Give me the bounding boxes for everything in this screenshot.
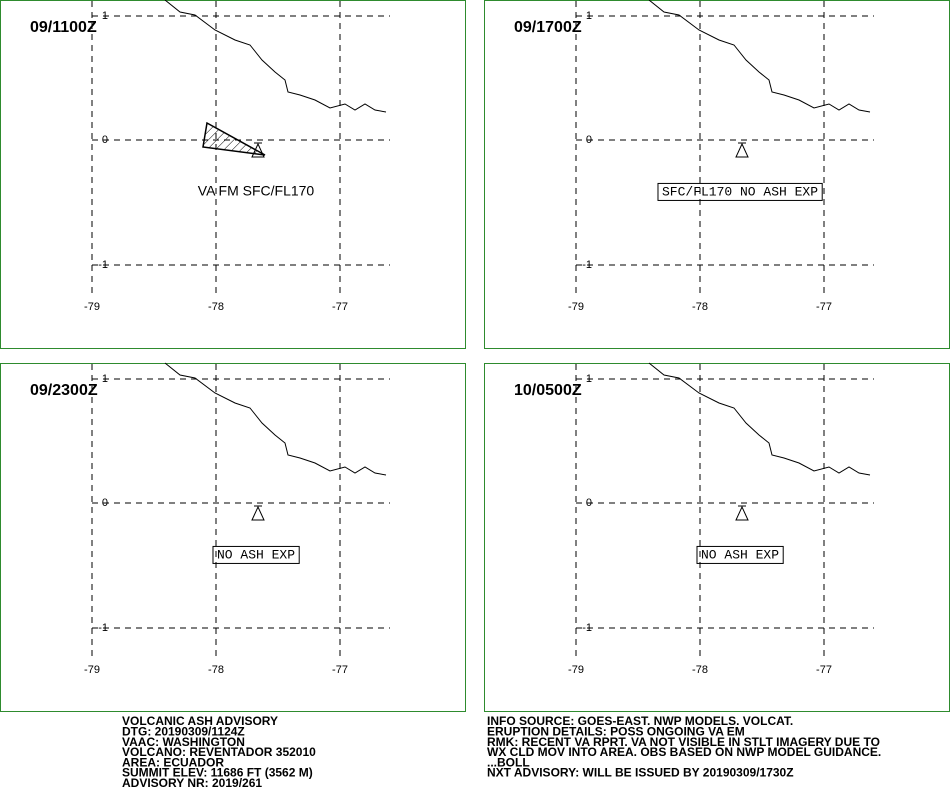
lat-label: 1: [586, 10, 592, 22]
ash-area: [202, 121, 266, 156]
lon-label: -77: [332, 664, 348, 676]
panel-frame: [0, 363, 466, 712]
valid-time: 10/0500Z: [514, 382, 582, 399]
lat-label: 0: [586, 134, 592, 146]
advisory-line: ERUPTION DETAILS: POSS ONGOING VA EM: [487, 724, 745, 738]
valid-time: 09/1100Z: [30, 19, 97, 36]
lat-label: 1: [102, 373, 108, 385]
map-panel: -79 -78 -77 1 0 -1 10/0500Z NO ASH EXP: [484, 362, 950, 712]
advisory-line: VOLCANO: REVENTADOR 352010: [122, 745, 316, 759]
lon-label: -79: [84, 664, 100, 676]
map-panel: -79 -78 -77 1 0 -1 09/1100Z VA FM SFC/FL170: [0, 0, 466, 349]
advisory-line: NXT ADVISORY: WILL BE ISSUED BY 20190309…: [487, 766, 794, 780]
ash-note: NO ASH EXP: [701, 547, 779, 562]
ash-note: SFC/FL170 NO ASH EXP: [662, 184, 818, 199]
volcano-symbol: [251, 505, 265, 521]
map-panel: -79 -78 -77 1 0 -1 09/1700Z SFC/FL170 NO ASH EX…: [484, 0, 950, 349]
coastline: [164, 0, 387, 113]
lon-label: -78: [208, 301, 224, 313]
lat-label: 0: [102, 497, 108, 509]
note-box: [696, 545, 784, 564]
advisory-line: ADVISORY NR: 2019/261: [122, 776, 262, 790]
advisory-line: INFO SOURCE: GOES-EAST. NWP MODELS. VOLC…: [487, 714, 793, 728]
lon-label: -79: [568, 664, 584, 676]
volcano-symbol: [735, 505, 749, 521]
valid-time: 09/1700Z: [514, 19, 582, 36]
advisory-line: RMK: RECENT VA RPRT. VA NOT VISIBLE IN S…: [487, 735, 880, 749]
lat-label: -1: [98, 259, 108, 271]
note-box: [657, 182, 823, 201]
lat-label: 0: [586, 497, 592, 509]
lon-label: -78: [692, 664, 708, 676]
panel-frame: [484, 363, 950, 712]
panel-frame: [484, 0, 950, 349]
advisory-line: VOLCANIC ASH ADVISORY: [122, 714, 278, 728]
advisory-line: WX CLD MOV INTO AREA. OBS BASED ON NWP M…: [487, 745, 881, 759]
valid-time: 09/2300Z: [30, 382, 98, 399]
lon-label: -79: [568, 301, 584, 313]
lon-label: -77: [332, 301, 348, 313]
ash-note: VA FM SFC/FL170: [198, 183, 315, 199]
ash-note: NO ASH EXP: [217, 547, 295, 562]
coastline: [648, 362, 871, 476]
volcano-symbol: [735, 142, 749, 158]
panel-frame: [0, 0, 466, 349]
advisory-line: ...BOLL: [487, 755, 530, 769]
lat-label: -1: [98, 622, 108, 634]
advisory-line: AREA: ECUADOR: [122, 755, 224, 769]
map-panel: -79 -78 -77 1 0 -1 09/2300Z NO ASH EXP: [0, 362, 466, 712]
lat-label: -1: [582, 622, 592, 634]
lat-label: 1: [102, 10, 108, 22]
advisory-line: DTG: 20190309/1124Z: [122, 724, 245, 738]
coastline: [164, 362, 387, 476]
advisory-line: VAAC: WASHINGTON: [122, 735, 245, 749]
lon-label: -77: [816, 664, 832, 676]
note-box: [212, 545, 300, 564]
lat-label: -1: [582, 259, 592, 271]
lon-label: -78: [692, 301, 708, 313]
coastline: [648, 0, 871, 113]
advisory-line: SUMMIT ELEV: 11686 FT (3562 M): [122, 766, 313, 780]
lon-label: -79: [84, 301, 100, 313]
lon-label: -78: [208, 664, 224, 676]
lat-label: 1: [586, 373, 592, 385]
lat-label: 0: [102, 134, 108, 146]
lon-label: -77: [816, 301, 832, 313]
